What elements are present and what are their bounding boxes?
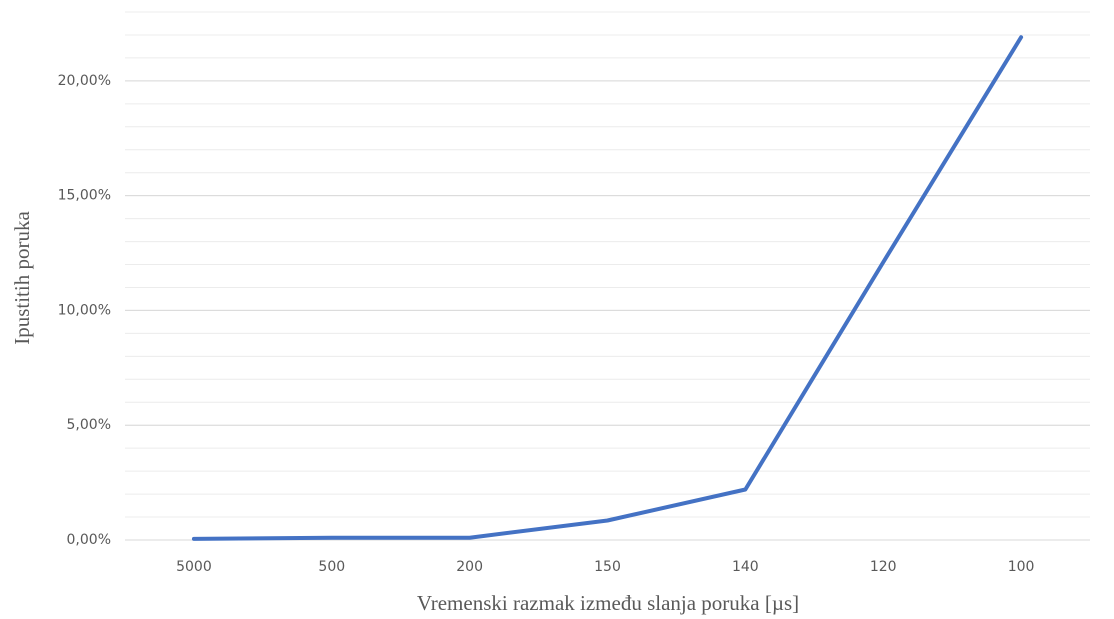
y-tick-label: 5,00% xyxy=(67,417,111,433)
y-tick-label: 10,00% xyxy=(58,302,111,318)
x-axis-label: Vremenski razmak između slanja poruka [µ… xyxy=(417,591,799,615)
x-tick-label: 200 xyxy=(456,559,483,575)
data-line xyxy=(191,35,1024,541)
y-tick-label: 15,00% xyxy=(58,188,111,204)
x-tick-label: 5000 xyxy=(176,559,212,575)
x-tick-label: 500 xyxy=(318,559,345,575)
y-tick-label: 20,00% xyxy=(58,73,111,89)
y-tick-label: 0,00% xyxy=(67,532,111,548)
x-tick-label: 140 xyxy=(732,559,759,575)
y-axis-label: Ipustitih poruka xyxy=(10,211,34,345)
x-tick-label: 120 xyxy=(870,559,897,575)
x-tick-label: 150 xyxy=(594,559,621,575)
x-tick-label: 100 xyxy=(1008,559,1035,575)
